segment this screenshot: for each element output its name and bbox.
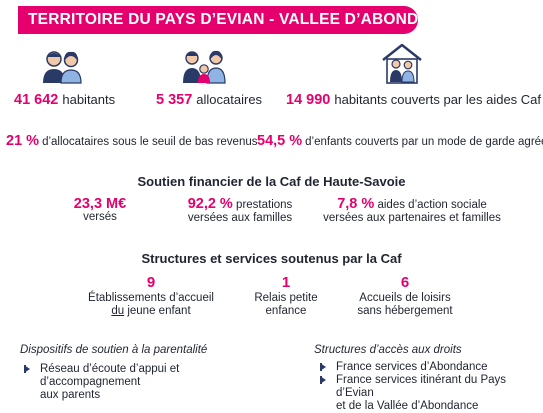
structure-item-eaje: 9 Établissements d’accueil du jeune enfa… xyxy=(76,274,226,318)
bullet-icon xyxy=(320,363,326,371)
acces-droits-list: France services d’Abondance France servi… xyxy=(316,361,542,413)
stat-label: habitants couverts par les aides Caf xyxy=(334,92,542,107)
page-title: TERRITOIRE DU PAYS D’EVIAN - VALLEE D’AB… xyxy=(28,11,464,28)
financial-value: 92,2 % xyxy=(187,196,233,212)
stat-label: habitants xyxy=(62,92,116,107)
stat-label: allocataires xyxy=(196,92,263,107)
stat-mode-garde: 54,5 % d’enfants couverts par un mode de … xyxy=(257,133,543,149)
structure-value: 1 xyxy=(281,274,291,291)
financial-label: prestations xyxy=(236,199,293,211)
financial-section-title: Soutien financier de la Caf de Haute-Sav… xyxy=(137,174,406,189)
structure-label-underlined: du xyxy=(111,305,125,317)
stat-value: 54,5 % xyxy=(257,133,303,149)
list-item-line1: Réseau d’écoute d’appui et d’accompagnem… xyxy=(40,363,180,388)
structure-value: 6 xyxy=(400,274,410,291)
stat-value: 41 642 xyxy=(14,92,59,108)
dispositifs-list: Réseau d’écoute d’appui et d’accompagnem… xyxy=(20,363,270,402)
structure-label: Relais petite xyxy=(254,292,318,304)
financial-value: 23,3 M€ xyxy=(73,196,127,212)
financial-label-line2: versées aux partenaires et familles xyxy=(323,212,501,224)
structure-label-line2: sans hébergement xyxy=(357,305,453,317)
page-title-banner: TERRITOIRE DU PAYS D’EVIAN - VALLEE D’AB… xyxy=(18,6,463,34)
house-family-icon xyxy=(382,43,422,84)
financial-item-prestations: 92,2 % prestations versées aux familles xyxy=(165,196,315,225)
financial-label: aides d’action sociale xyxy=(377,199,487,211)
structures-section-title: Structures et services soutenus par la C… xyxy=(141,251,402,266)
structure-value: 9 xyxy=(146,274,156,291)
financial-label-line2: versées aux familles xyxy=(187,212,293,224)
dispositifs-title: Dispositifs de soutien à la parentalité xyxy=(20,344,208,356)
bullet-icon xyxy=(320,376,326,384)
stat-value: 14 990 xyxy=(286,92,331,108)
structure-label: Accueils de loisirs xyxy=(359,292,451,304)
list-item-line2: et de la Vallée d’Abondance xyxy=(336,400,479,412)
stat-value: 21 % xyxy=(6,133,40,149)
stat-allocataires: 5 357 allocataires xyxy=(156,92,262,108)
structure-item-relais: 1 Relais petite enfance xyxy=(236,274,336,318)
financial-value: 7,8 % xyxy=(337,196,375,212)
acces-droits-title: Structures d’accès aux droits xyxy=(314,344,462,356)
family-icon xyxy=(183,50,226,84)
stat-habitants: 41 642 habitants xyxy=(14,92,115,108)
structure-label-line2: jeune enfant xyxy=(124,305,191,317)
stat-label: d’enfants couverts par un mode de garde … xyxy=(305,136,543,148)
stat-habitants-couverts: 14 990 habitants couverts par les aides C… xyxy=(286,92,541,108)
financial-item-action-sociale: 7,8 % aides d’action sociale versées aux… xyxy=(312,196,512,225)
financial-item-verses: 23,3 M€ versés xyxy=(40,196,160,224)
financial-label: versés xyxy=(83,211,117,223)
bullet-icon xyxy=(24,365,30,373)
couple-icon xyxy=(43,51,82,84)
stat-label: d’allocataires sous le seuil de bas reve… xyxy=(42,136,258,148)
structure-label: Établissements d’accueil xyxy=(88,292,214,304)
stat-value: 5 357 xyxy=(156,92,193,108)
list-item: Réseau d’écoute d’appui et d’accompagnem… xyxy=(20,363,270,402)
list-item-line2: aux parents xyxy=(40,389,101,401)
list-item-line1: France services itinérant du Pays d’Evia… xyxy=(336,374,507,399)
structure-label-line2: enfance xyxy=(265,305,307,317)
list-item: France services itinérant du Pays d’Evia… xyxy=(316,374,542,413)
list-item: France services d’Abondance xyxy=(316,361,542,374)
structure-item-alsh: 6 Accueils de loisirs sans hébergement xyxy=(340,274,470,318)
stat-bas-revenus: 21 % d’allocataires sous le seuil de bas … xyxy=(6,133,258,149)
list-item-line1: France services d’Abondance xyxy=(336,361,488,373)
